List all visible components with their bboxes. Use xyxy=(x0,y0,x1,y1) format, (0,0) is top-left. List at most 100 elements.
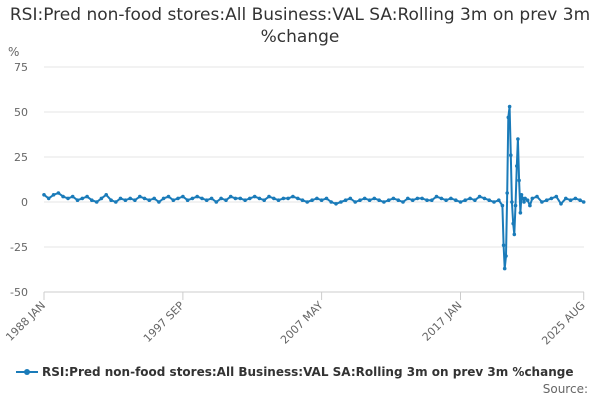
data-point[interactable] xyxy=(85,194,89,199)
data-point[interactable] xyxy=(401,200,405,204)
data-point[interactable] xyxy=(99,196,104,201)
data-point[interactable] xyxy=(554,194,559,199)
data-point[interactable] xyxy=(505,191,510,195)
data-point[interactable] xyxy=(367,198,372,202)
data-point[interactable] xyxy=(319,198,324,202)
data-point[interactable] xyxy=(425,198,429,202)
data-point[interactable] xyxy=(138,194,142,199)
legend[interactable]: RSI:Pred non-food stores:All Business:VA… xyxy=(16,365,573,379)
data-point[interactable] xyxy=(430,198,434,202)
data-point[interactable] xyxy=(291,194,295,199)
data-point[interactable] xyxy=(109,198,113,202)
data-point[interactable] xyxy=(142,196,147,201)
data-point[interactable] xyxy=(410,198,415,202)
data-point[interactable] xyxy=(515,164,519,168)
data-point[interactable] xyxy=(487,198,492,202)
data-point[interactable] xyxy=(157,200,161,204)
data-point[interactable] xyxy=(195,194,199,199)
data-point[interactable] xyxy=(204,198,209,202)
data-point[interactable] xyxy=(578,198,582,202)
data-point[interactable] xyxy=(454,198,458,202)
data-point[interactable] xyxy=(473,198,477,202)
data-point[interactable] xyxy=(114,200,118,204)
data-point[interactable] xyxy=(118,196,123,201)
data-point[interactable] xyxy=(329,200,334,204)
data-point[interactable] xyxy=(94,200,99,204)
data-point[interactable] xyxy=(523,196,527,201)
data-point[interactable] xyxy=(528,203,532,208)
data-point[interactable] xyxy=(513,203,518,208)
data-point[interactable] xyxy=(559,202,563,206)
data-point[interactable] xyxy=(185,198,190,202)
data-point[interactable] xyxy=(439,196,444,201)
data-point[interactable] xyxy=(343,198,348,202)
data-point[interactable] xyxy=(104,193,108,197)
data-point[interactable] xyxy=(406,196,410,201)
data-point[interactable] xyxy=(516,137,520,141)
data-point[interactable] xyxy=(152,196,156,201)
data-point[interactable] xyxy=(66,196,70,201)
data-point[interactable] xyxy=(396,198,401,202)
data-point[interactable] xyxy=(509,153,513,157)
data-point[interactable] xyxy=(200,196,204,201)
data-point[interactable] xyxy=(70,194,75,199)
data-point[interactable] xyxy=(238,196,243,201)
data-point[interactable] xyxy=(415,196,420,201)
data-point[interactable] xyxy=(315,196,319,201)
data-point[interactable] xyxy=(281,196,286,201)
data-point[interactable] xyxy=(434,194,439,199)
data-point[interactable] xyxy=(348,196,353,201)
data-point[interactable] xyxy=(262,198,267,202)
data-point[interactable] xyxy=(56,191,61,195)
data-point[interactable] xyxy=(549,196,554,201)
data-point[interactable] xyxy=(502,266,507,271)
data-point[interactable] xyxy=(353,200,358,204)
data-point[interactable] xyxy=(517,178,521,183)
data-point[interactable] xyxy=(209,196,214,201)
data-point[interactable] xyxy=(80,196,85,201)
data-point[interactable] xyxy=(449,196,453,201)
data-point[interactable] xyxy=(305,200,310,204)
data-point[interactable] xyxy=(190,196,195,201)
data-point[interactable] xyxy=(525,198,530,202)
data-point[interactable] xyxy=(248,196,252,201)
data-point[interactable] xyxy=(512,232,517,237)
data-point[interactable] xyxy=(492,200,496,204)
data-point[interactable] xyxy=(544,198,549,202)
data-point[interactable] xyxy=(510,200,514,204)
data-point[interactable] xyxy=(267,194,271,199)
data-point[interactable] xyxy=(51,193,56,197)
data-point[interactable] xyxy=(391,196,396,201)
data-point[interactable] xyxy=(128,196,132,201)
data-point[interactable] xyxy=(530,196,535,201)
data-point[interactable] xyxy=(334,202,338,206)
data-point[interactable] xyxy=(243,198,247,202)
data-point[interactable] xyxy=(568,198,573,202)
data-point[interactable] xyxy=(519,193,524,197)
data-point[interactable] xyxy=(171,198,176,202)
data-point[interactable] xyxy=(468,196,472,201)
data-point[interactable] xyxy=(147,198,152,202)
data-point[interactable] xyxy=(444,198,448,202)
data-point[interactable] xyxy=(272,196,276,201)
data-point[interactable] xyxy=(46,196,51,201)
data-point[interactable] xyxy=(276,198,281,202)
data-point[interactable] xyxy=(75,198,80,202)
data-point[interactable] xyxy=(504,254,508,258)
data-point[interactable] xyxy=(535,194,539,199)
data-point[interactable] xyxy=(506,115,511,120)
data-point[interactable] xyxy=(540,200,544,204)
data-point[interactable] xyxy=(420,196,424,201)
data-point[interactable] xyxy=(324,196,329,201)
data-point[interactable] xyxy=(522,200,526,204)
data-point[interactable] xyxy=(286,196,290,201)
data-point[interactable] xyxy=(501,243,506,247)
data-point[interactable] xyxy=(224,198,228,202)
data-point[interactable] xyxy=(161,196,166,201)
data-point[interactable] xyxy=(133,198,137,202)
data-point[interactable] xyxy=(339,200,343,204)
data-point[interactable] xyxy=(358,198,362,202)
data-point[interactable] xyxy=(219,196,223,201)
data-point[interactable] xyxy=(372,196,377,201)
data-point[interactable] xyxy=(458,200,463,204)
